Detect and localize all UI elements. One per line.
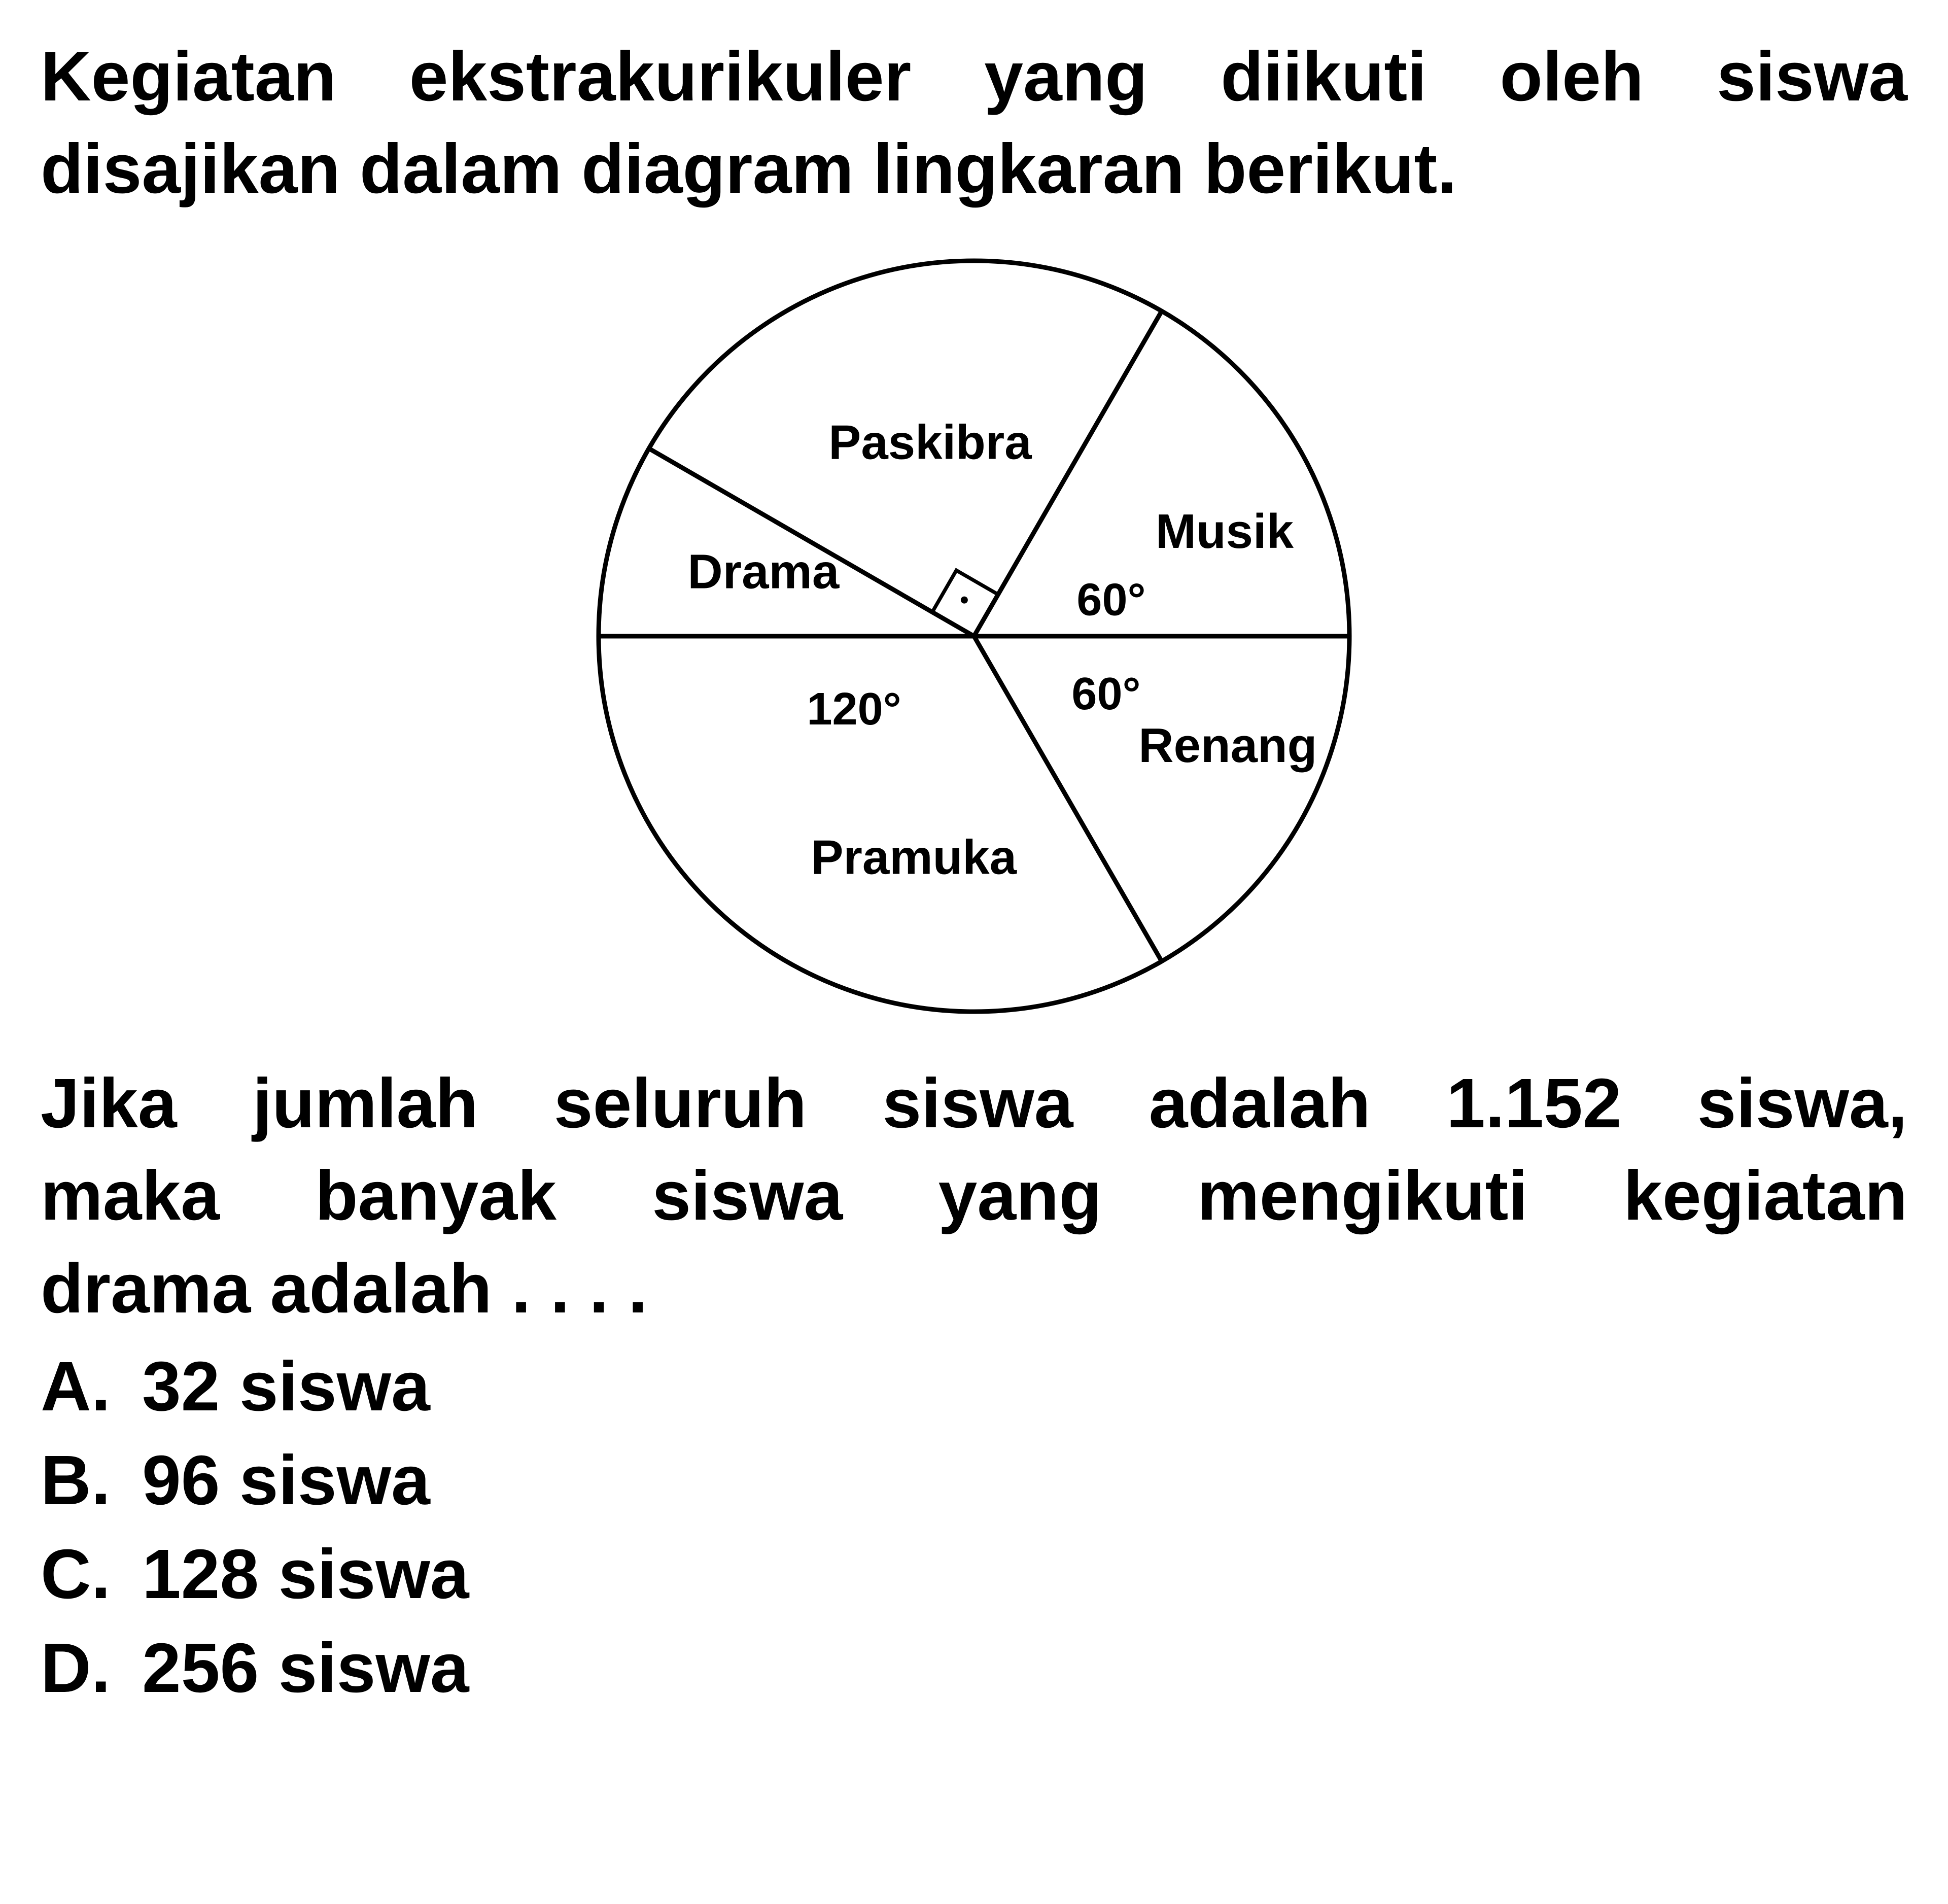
- option-d: D. 256 siswa: [41, 1621, 1907, 1715]
- answer-options: A. 32 siswa B. 96 siswa C. 128 siswa D. …: [41, 1340, 1907, 1715]
- followup-line-1: Jika jumlah seluruh siswa adalah 1.152 s…: [41, 1057, 1907, 1150]
- option-text: 128 siswa: [142, 1528, 469, 1621]
- option-text: 32 siswa: [142, 1340, 430, 1434]
- svg-text:Paskibra: Paskibra: [828, 416, 1032, 470]
- intro-line-1: Kegiatan ekstrakurikuler yang diikuti ol…: [41, 30, 1907, 123]
- followup-line-2: maka banyak siswa yang mengikuti kegiata…: [41, 1150, 1907, 1242]
- option-letter: C.: [41, 1528, 142, 1621]
- option-text: 96 siswa: [142, 1434, 430, 1528]
- question-intro: Kegiatan ekstrakurikuler yang diikuti ol…: [41, 30, 1907, 215]
- svg-text:Drama: Drama: [687, 545, 839, 599]
- followup-line-3: drama adalah . . . .: [41, 1242, 1907, 1335]
- svg-text:Renang: Renang: [1138, 718, 1317, 773]
- svg-text:60°: 60°: [1071, 669, 1140, 719]
- option-letter: D.: [41, 1621, 142, 1715]
- pie-chart: Paskibra Musik Renang Pramuka Drama 60° 60° 120…: [543, 235, 1405, 1037]
- svg-text:Musik: Musik: [1156, 504, 1294, 559]
- svg-text:Pramuka: Pramuka: [811, 830, 1017, 885]
- option-c: C. 128 siswa: [41, 1528, 1907, 1621]
- question-followup: Jika jumlah seluruh siswa adalah 1.152 s…: [41, 1057, 1907, 1334]
- intro-line-2: disajikan dalam diagram lingkaran beriku…: [41, 123, 1907, 215]
- option-b: B. 96 siswa: [41, 1434, 1907, 1528]
- page: Kegiatan ekstrakurikuler yang diikuti ol…: [0, 0, 1948, 1904]
- option-a: A. 32 siswa: [41, 1340, 1907, 1434]
- option-letter: A.: [41, 1340, 142, 1434]
- pie-chart-container: Paskibra Musik Renang Pramuka Drama 60° 60° 120…: [41, 235, 1907, 1037]
- option-text: 256 siswa: [142, 1621, 469, 1715]
- option-letter: B.: [41, 1434, 142, 1528]
- svg-text:60°: 60°: [1076, 575, 1145, 626]
- svg-text:120°: 120°: [807, 684, 901, 735]
